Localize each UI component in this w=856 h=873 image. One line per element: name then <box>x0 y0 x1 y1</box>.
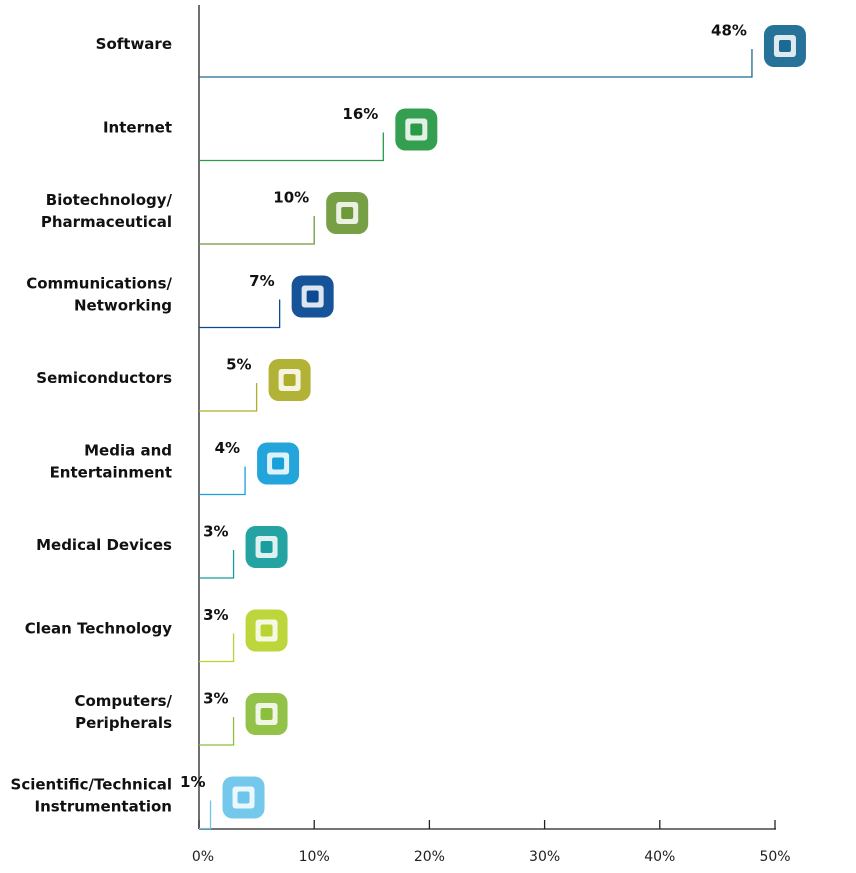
icon-core <box>306 290 319 303</box>
icon-core <box>778 40 791 52</box>
icon <box>268 359 311 401</box>
value-label: 1% <box>180 773 205 791</box>
value-label: 16% <box>342 105 378 123</box>
icon <box>326 192 369 234</box>
icon <box>245 609 288 652</box>
x-tick-label: 30% <box>529 849 560 865</box>
bar <box>199 132 384 162</box>
icon <box>763 25 806 67</box>
category-label: Semiconductors <box>36 369 172 387</box>
icon-core <box>260 541 273 553</box>
value-label: 3% <box>203 690 228 708</box>
category-label: Clean Technology <box>25 619 172 637</box>
value-label: 48% <box>711 22 747 40</box>
icon-core <box>341 207 354 219</box>
icon-core <box>260 624 273 637</box>
category-label: Computers/Peripherals <box>74 692 172 732</box>
category-label: Communications/Networking <box>26 274 172 314</box>
icon <box>245 526 288 568</box>
category-label: Medical Devices <box>36 536 172 554</box>
bar <box>199 299 281 329</box>
x-tick-label: 20% <box>414 849 445 865</box>
category-label: Media and Entertainment <box>50 441 172 481</box>
bar <box>199 633 235 663</box>
bar <box>199 216 315 245</box>
bar <box>199 717 235 746</box>
category-label: Scientific/Technical Instrumentation <box>11 775 172 815</box>
icon <box>245 693 288 735</box>
x-tick-label: 40% <box>644 849 675 865</box>
icon-core <box>260 708 273 720</box>
bar <box>199 550 235 579</box>
icon-core <box>283 374 296 386</box>
icon-core <box>237 791 250 804</box>
icon-core <box>410 123 423 136</box>
value-label: 4% <box>215 439 240 457</box>
x-tick-label: 50% <box>759 849 790 865</box>
value-label: 3% <box>203 606 228 624</box>
bar <box>199 800 212 830</box>
icon <box>395 108 438 151</box>
icon <box>257 442 300 485</box>
icon <box>222 776 265 819</box>
category-label: Internet <box>103 118 172 136</box>
x-tick-label: 10% <box>299 849 330 865</box>
x-tick-label: 0% <box>192 849 214 865</box>
category-label: Software <box>96 35 172 53</box>
bar <box>199 466 246 496</box>
icon <box>291 275 334 318</box>
bar <box>199 49 753 78</box>
icon-core <box>272 457 285 470</box>
value-label: 7% <box>249 272 274 290</box>
category-label: Biotechnology/Pharmaceutical <box>41 191 173 231</box>
value-label: 5% <box>226 356 251 374</box>
bar <box>199 383 258 412</box>
value-label: 10% <box>273 189 309 207</box>
value-label: 3% <box>203 523 228 541</box>
